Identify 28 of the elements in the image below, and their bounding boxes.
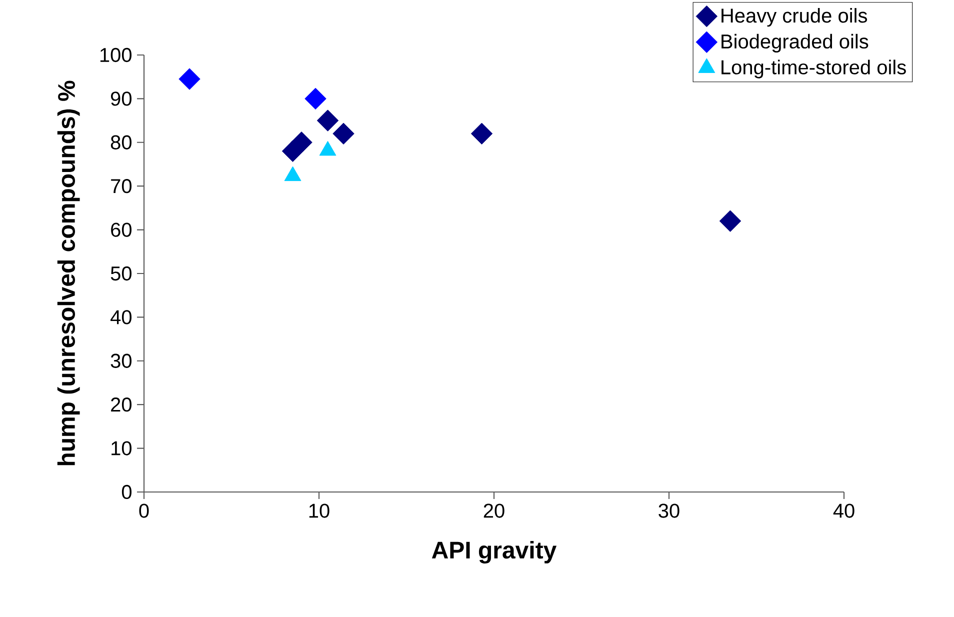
y-tick-label: 60 <box>111 222 132 237</box>
y-tick-label: 90 <box>110 92 132 106</box>
legend-label: Biodegraded oils <box>722 34 868 53</box>
x-axis-title: API gravity <box>432 541 557 564</box>
point <box>304 88 326 110</box>
y-tick-label: 70 <box>111 179 132 194</box>
point <box>316 110 339 132</box>
legend-label: Heavy crude oils <box>722 8 868 27</box>
y-tick-label: 10 <box>112 441 132 456</box>
y-tick-label: 20 <box>111 398 132 412</box>
y-tick-label: 30 <box>110 354 132 368</box>
y-tick-label: 80 <box>110 135 132 150</box>
y-tick-label: 0 <box>122 484 132 500</box>
point <box>470 122 493 145</box>
y-tick-label: 50 <box>110 266 132 281</box>
y-tick-label: 40 <box>110 310 132 324</box>
legend-label: Long-time-stored oils <box>722 60 906 78</box>
x-tick-label: 0 <box>139 504 149 518</box>
point <box>290 132 312 154</box>
y-axis-title: hump (unresolved compounds) % <box>57 80 80 466</box>
point <box>178 68 200 90</box>
x-tick-label: 40 <box>833 504 854 518</box>
y-tick-label: 100 <box>100 48 132 62</box>
x-tick-label: 30 <box>658 504 680 518</box>
x-tick-label: 20 <box>484 504 504 518</box>
point <box>332 122 354 145</box>
x-tick-label: 10 <box>309 504 330 518</box>
point <box>719 210 742 232</box>
